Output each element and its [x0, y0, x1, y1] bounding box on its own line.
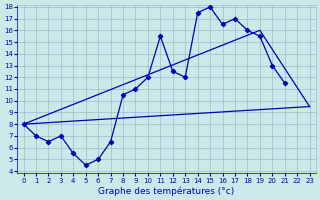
X-axis label: Graphe des températures (°c): Graphe des températures (°c): [99, 186, 235, 196]
